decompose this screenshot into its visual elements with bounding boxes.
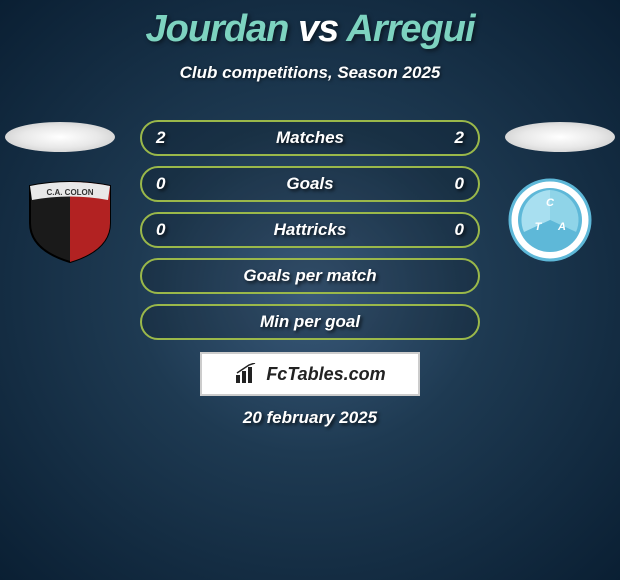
- stat-row-matches: 2 Matches 2: [140, 120, 480, 156]
- player1-name: Jourdan: [145, 8, 288, 50]
- branding-text: FcTables.com: [266, 364, 385, 385]
- stat-row-hattricks: 0 Hattricks 0: [140, 212, 480, 248]
- stat-right-value: 0: [455, 220, 464, 240]
- date-label: 20 february 2025: [0, 408, 620, 428]
- stat-row-min-per-goal: Min per goal: [140, 304, 480, 340]
- stat-left-value: 2: [156, 128, 165, 148]
- cat-badge-icon: C A T: [500, 178, 600, 263]
- svg-text:A: A: [557, 221, 566, 233]
- stat-left-value: 0: [156, 220, 165, 240]
- bar-chart-icon: [234, 363, 260, 385]
- stats-table: 2 Matches 2 0 Goals 0 0 Hattricks 0 Goal…: [140, 120, 480, 350]
- stat-label: Goals: [286, 174, 333, 194]
- svg-text:C: C: [546, 197, 555, 209]
- branding-box: FcTables.com: [200, 352, 420, 396]
- player1-avatar-placeholder: [5, 122, 115, 152]
- vs-separator: vs: [298, 8, 338, 50]
- team1-crest: C.A. COLON: [20, 178, 120, 263]
- stat-label: Min per goal: [260, 312, 360, 332]
- colon-shield-icon: C.A. COLON: [20, 178, 120, 263]
- player2-avatar-placeholder: [505, 122, 615, 152]
- stat-right-value: 0: [455, 174, 464, 194]
- team2-crest: C A T: [500, 178, 600, 263]
- stat-label: Goals per match: [243, 266, 376, 286]
- subtitle: Club competitions, Season 2025: [0, 63, 620, 83]
- stat-label: Hattricks: [274, 220, 347, 240]
- stat-right-value: 2: [455, 128, 464, 148]
- stat-row-goals-per-match: Goals per match: [140, 258, 480, 294]
- svg-text:C.A. COLON: C.A. COLON: [46, 188, 93, 197]
- stat-row-goals: 0 Goals 0: [140, 166, 480, 202]
- stat-label: Matches: [276, 128, 344, 148]
- player2-name: Arregui: [346, 8, 474, 50]
- stat-left-value: 0: [156, 174, 165, 194]
- comparison-title: Jourdan vs Arregui: [0, 0, 620, 51]
